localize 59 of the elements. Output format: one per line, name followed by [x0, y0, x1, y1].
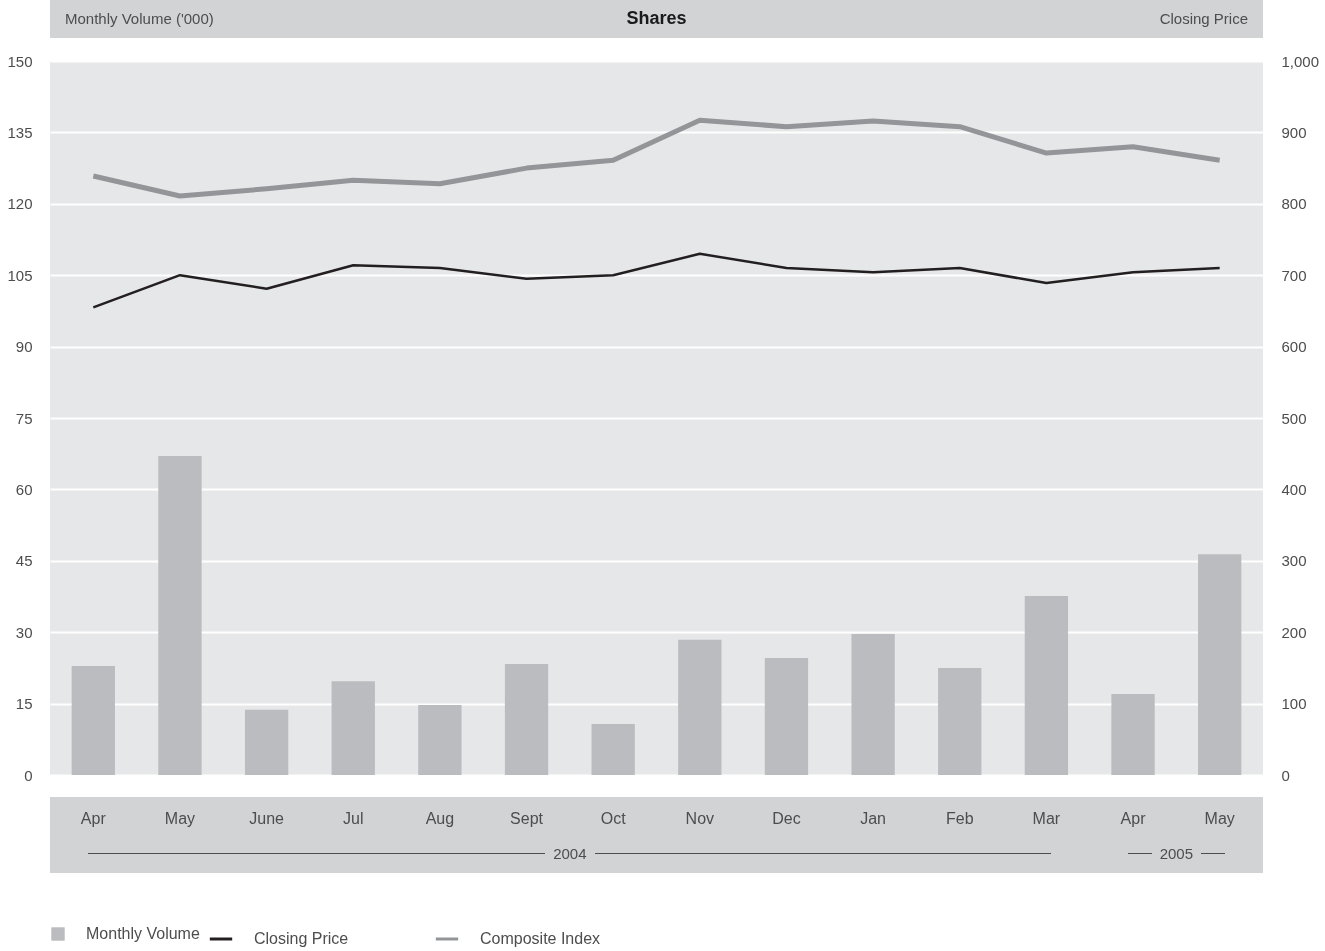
x-tick-label: Feb [945, 809, 974, 827]
y2-tick-label: 800 [1281, 195, 1307, 213]
y2-tick-label: 300 [1281, 552, 1307, 570]
bar [158, 456, 202, 775]
bar [938, 667, 982, 775]
x-tick-label: Mar [1032, 809, 1061, 827]
text: 2004 [80, 845, 1060, 862]
bar [331, 681, 375, 775]
legend-label: Closing Price [254, 930, 349, 947]
x-tick-label: May [1204, 809, 1235, 827]
y-tick-label: 45 [15, 552, 33, 570]
bar [591, 724, 635, 775]
y2-tick-label: 600 [1281, 338, 1307, 356]
y-tick-label: 135 [7, 123, 33, 141]
y2-tick-label: 1,000 [1281, 52, 1320, 70]
bar [851, 634, 895, 775]
bar [504, 664, 549, 775]
bar [71, 666, 115, 775]
x-tick-label: Apr [80, 809, 107, 827]
chart-title: Shares [626, 8, 687, 29]
y2-tick-label: 500 [1281, 409, 1307, 427]
y2-tick-label: 200 [1281, 623, 1307, 641]
y2-tick-label: 100 [1281, 695, 1307, 713]
y2-tick-label: 400 [1281, 480, 1307, 498]
x-tick-label: Oct [600, 809, 627, 827]
y2-tick-label: 900 [1281, 123, 1307, 141]
y-tick-label: 0 [24, 766, 33, 784]
x-tick-label: Dec [772, 809, 801, 827]
text: 2005 [1120, 845, 1233, 862]
y-tick-label: 105 [7, 266, 33, 284]
bar [678, 639, 722, 775]
line-series [92, 252, 1221, 309]
y-tick-label: 15 [15, 695, 33, 713]
x-tick-label: Aug [425, 809, 455, 827]
legend-label: Composite Index [480, 930, 601, 947]
y-axis-title: Monthly Volume ('000) [65, 10, 214, 27]
x-tick-label: Jul [343, 809, 364, 827]
bar [244, 709, 289, 775]
y-tick-label: 60 [15, 480, 33, 498]
bar [1198, 554, 1242, 775]
bar [418, 705, 462, 775]
y-tick-label: 30 [15, 623, 33, 641]
x-tick-label: May [164, 809, 196, 827]
y2-tick-label: 0 [1281, 766, 1290, 784]
x-tick-label: Nov [685, 809, 715, 827]
x-tick-label: Jan [860, 809, 887, 827]
y-tick-label: 75 [15, 409, 33, 427]
x-tick-label: Sept [510, 809, 544, 827]
x-tick-label: June [249, 809, 285, 827]
bar [1111, 694, 1155, 775]
bar [764, 657, 809, 775]
y-tick-label: 150 [7, 52, 33, 70]
y2-tick-label: 700 [1281, 266, 1307, 284]
y-tick-label: 120 [7, 195, 33, 213]
y-tick-label: 90 [15, 338, 33, 356]
bar [1024, 596, 1069, 775]
y2-axis-title: Closing Price [1159, 10, 1248, 27]
legend-label: Monthly Volume [86, 925, 200, 942]
x-tick-label: Apr [1120, 809, 1147, 827]
